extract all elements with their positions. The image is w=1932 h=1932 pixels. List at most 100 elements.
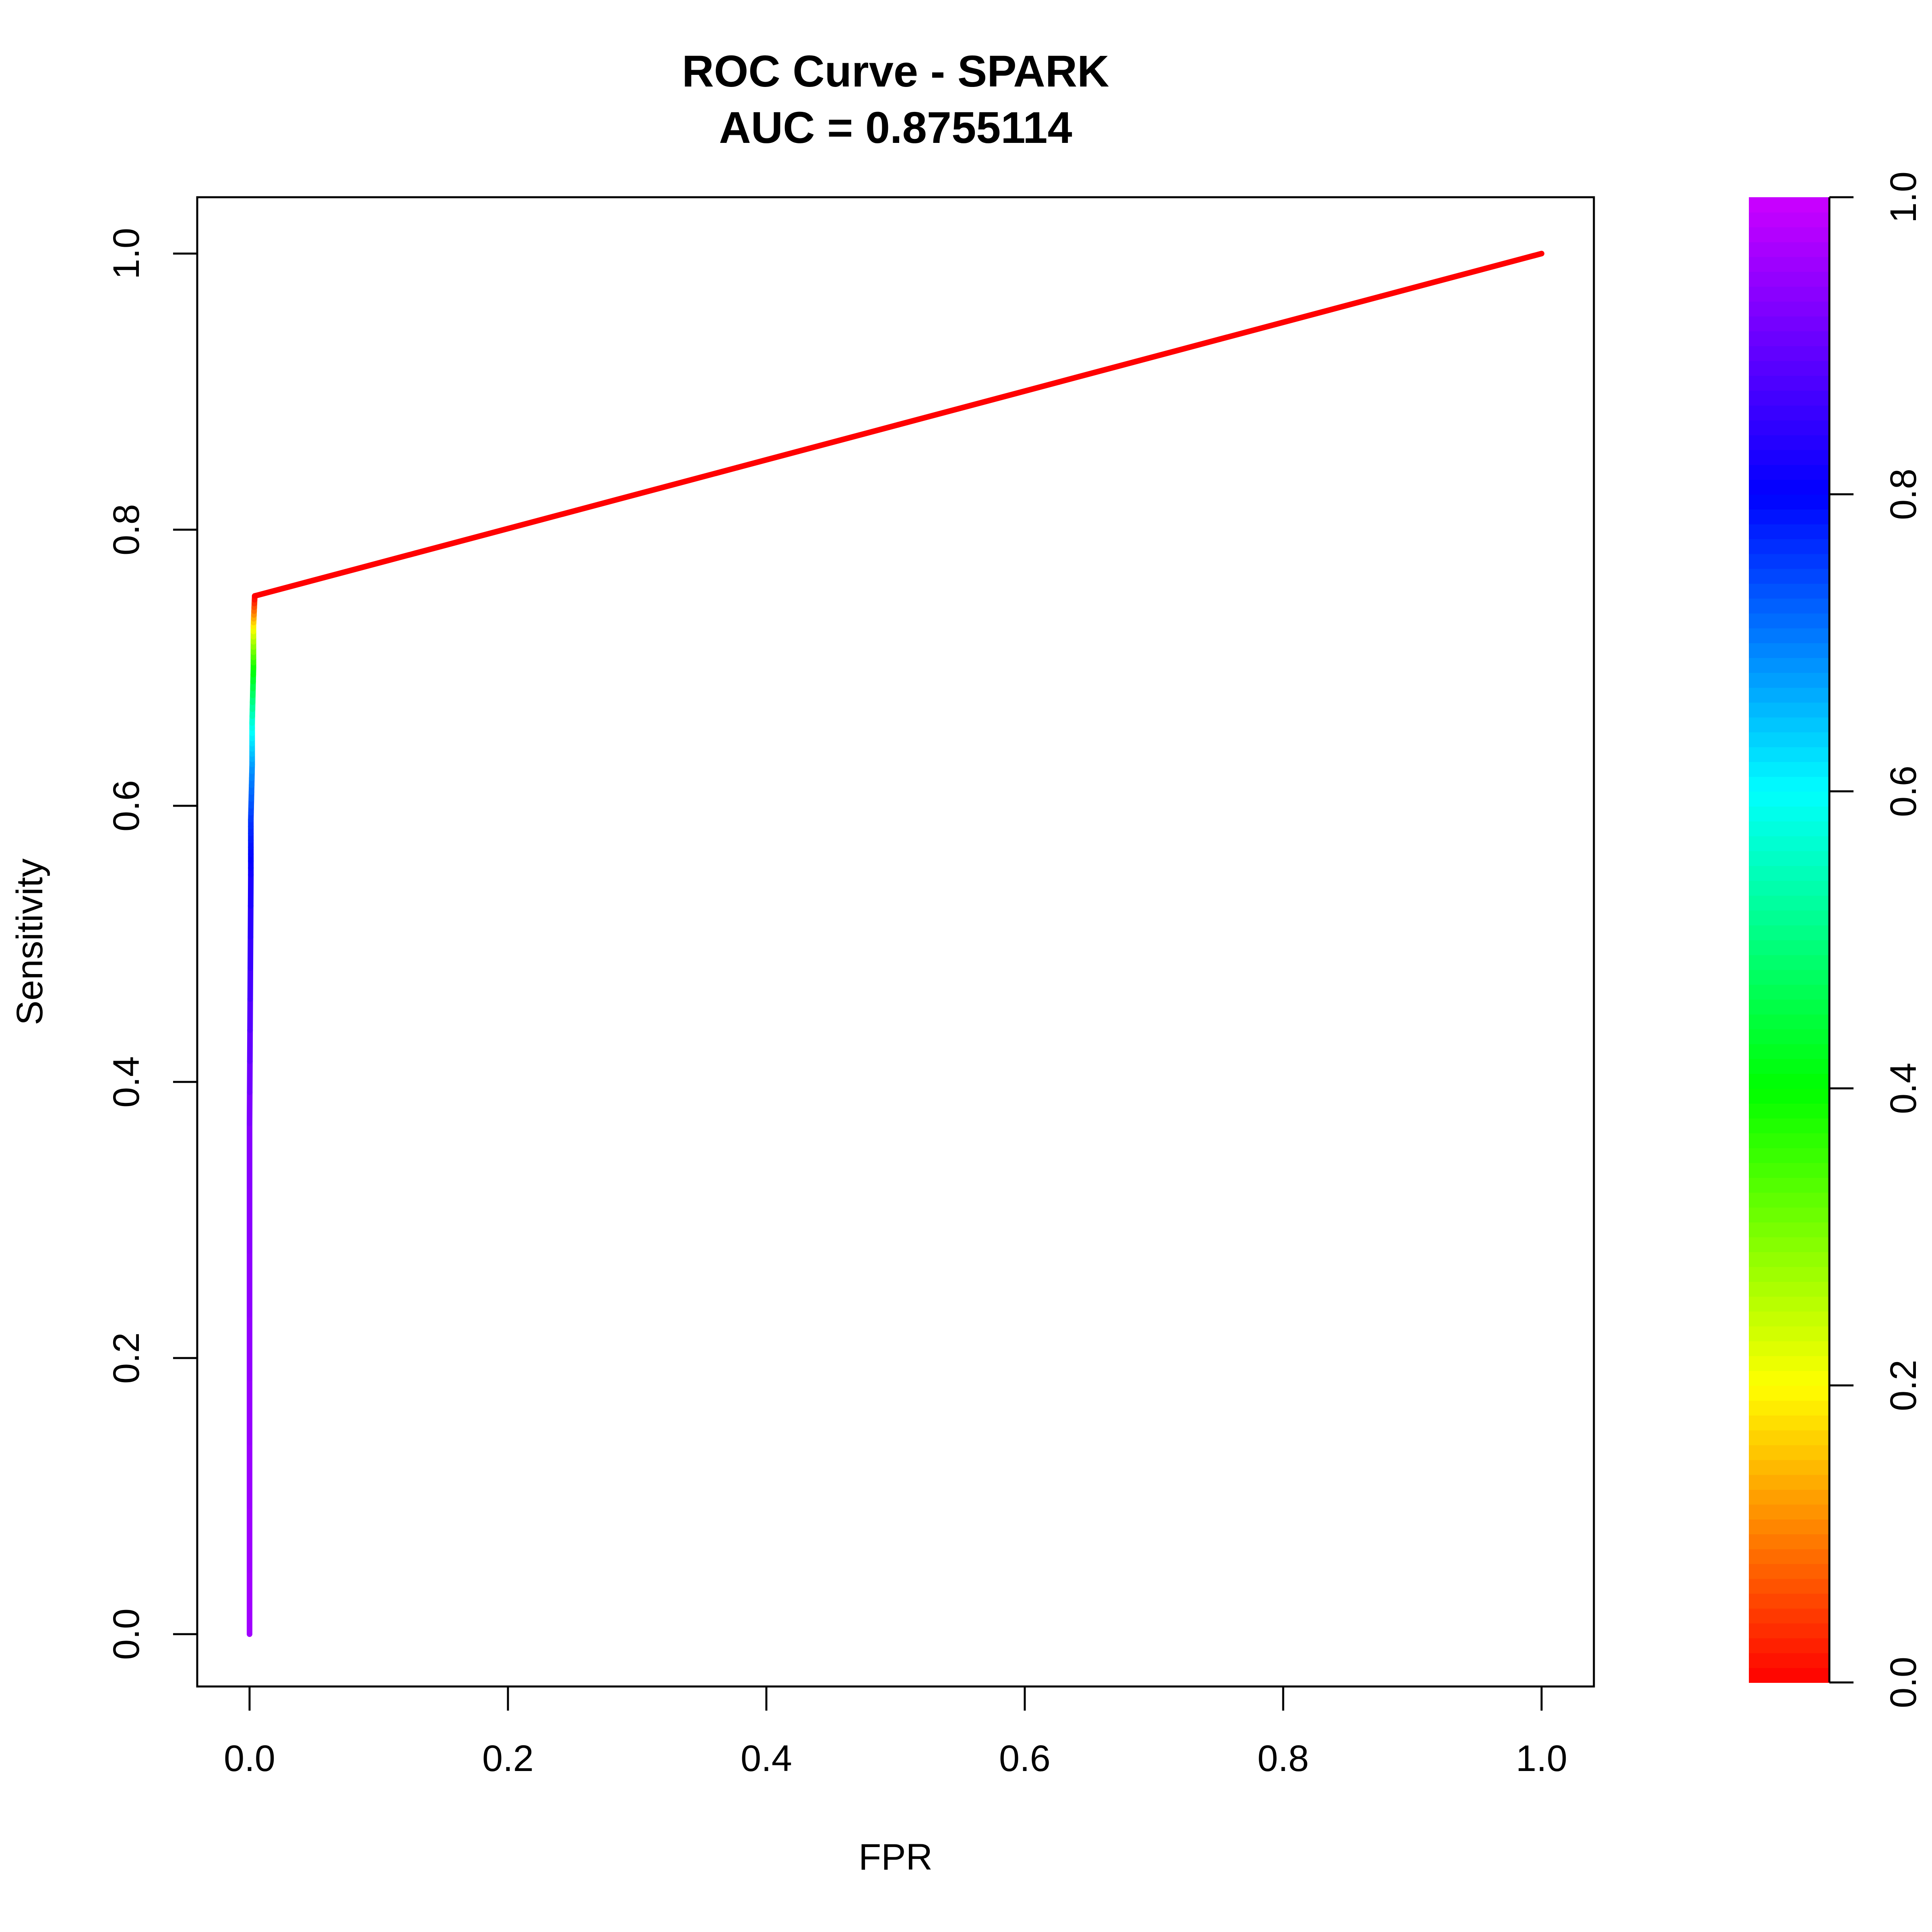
colorbar-band [1749, 776, 1829, 792]
colorbar-band [1749, 331, 1829, 346]
colorbar-band [1749, 286, 1829, 302]
colorbar-band [1749, 880, 1829, 896]
colorbar-band [1749, 390, 1829, 406]
colorbar-band [1749, 925, 1829, 940]
colorbar-band [1749, 1192, 1829, 1208]
roc-curve-segment [1056, 336, 1223, 385]
colorbar-band [1749, 242, 1829, 257]
colorbar-band [1749, 301, 1829, 317]
colorbar-band [1749, 1623, 1829, 1639]
roc-curve-segment [252, 550, 419, 599]
colorbar-band [1749, 1430, 1829, 1445]
colorbar-band [1749, 1281, 1829, 1297]
colorbar-band [1749, 1356, 1829, 1371]
colorbar-band [1749, 1578, 1829, 1594]
colorbar-band [1749, 1341, 1829, 1356]
colorbar-band [1749, 954, 1829, 970]
colorbar-band [1749, 984, 1829, 1000]
colorbar-band [1749, 717, 1829, 733]
colorbar-tick-label: 0.6 [1883, 766, 1924, 817]
colorbar-band [1749, 1103, 1829, 1119]
colorbar-band [1749, 1474, 1829, 1490]
colorbar-band [1749, 910, 1829, 926]
colorbar-band [1749, 1222, 1829, 1237]
colorbar-band [1749, 969, 1829, 985]
roc-curve-segment [574, 464, 740, 513]
colorbar-band [1749, 227, 1829, 242]
colorbar [1749, 197, 1829, 1683]
y-tick-label: 0.4 [106, 1056, 147, 1108]
y-tick-label: 0.2 [106, 1332, 147, 1384]
colorbar-band [1749, 643, 1829, 658]
colorbar-band [1749, 702, 1829, 718]
colorbar-band [1749, 479, 1829, 495]
colorbar-band [1749, 1504, 1829, 1520]
colorbar-tick-label: 0.8 [1883, 469, 1924, 520]
x-axis: 0.0 0.2 0.4 0.6 0.8 1.0 [224, 1685, 1567, 1779]
colorbar-band [1749, 672, 1829, 688]
colorbar-band [1749, 1668, 1829, 1683]
colorbar-band [1749, 895, 1829, 911]
colorbar-band [1749, 762, 1829, 777]
x-tick-label: 0.4 [741, 1738, 792, 1779]
colorbar-band [1749, 1445, 1829, 1460]
colorbar-band [1749, 1073, 1829, 1089]
colorbar-band [1749, 271, 1829, 287]
colorbar-band [1749, 1118, 1829, 1133]
colorbar-band [1749, 1177, 1829, 1193]
colorbar-band [1749, 435, 1829, 450]
colorbar-band [1749, 405, 1829, 421]
colorbar-band [1749, 1237, 1829, 1252]
colorbar-band [1749, 1148, 1829, 1163]
colorbar-band [1749, 1088, 1829, 1104]
roc-curve [247, 251, 1544, 1637]
colorbar-band [1749, 732, 1829, 747]
colorbar-band [1749, 850, 1829, 866]
colorbar-band [1749, 1593, 1829, 1609]
y-tick-label: 0.8 [106, 504, 147, 555]
colorbar-band [1749, 509, 1829, 524]
roc-curve-segment [1378, 251, 1544, 299]
colorbar-band [1749, 999, 1829, 1015]
colorbar-band [1749, 1638, 1829, 1653]
colorbar-band [1749, 1059, 1829, 1074]
colorbar-band [1749, 494, 1829, 510]
y-axis-label: Sensitivity [9, 859, 50, 1025]
roc-curve-segment [734, 422, 901, 471]
y-tick-label: 0.0 [106, 1608, 147, 1660]
colorbar-band [1749, 865, 1829, 881]
colorbar-band [1749, 450, 1829, 465]
colorbar-band [1749, 1162, 1829, 1178]
colorbar-band [1749, 524, 1829, 539]
colorbar-band [1749, 1385, 1829, 1401]
colorbar-axis: 0.0 0.2 0.4 0.6 0.8 1.0 [1828, 171, 1924, 1708]
colorbar-band [1749, 1563, 1829, 1579]
colorbar-band [1749, 360, 1829, 376]
colorbar-band [1749, 1548, 1829, 1564]
colorbar-band [1749, 598, 1829, 614]
colorbar-tick-label: 0.0 [1883, 1657, 1924, 1708]
colorbar-band [1749, 657, 1829, 673]
colorbar-band [1749, 583, 1829, 599]
colorbar-band [1749, 821, 1829, 836]
colorbar-band [1749, 1251, 1829, 1267]
colorbar-band [1749, 1489, 1829, 1505]
colorbar-band [1749, 1266, 1829, 1282]
colorbar-band [1749, 1326, 1829, 1342]
colorbar-band [1749, 346, 1829, 361]
y-tick-label: 1.0 [106, 228, 147, 279]
colorbar-band [1749, 1311, 1829, 1327]
chart-title: ROC Curve - SPARK [682, 47, 1109, 96]
colorbar-band [1749, 1029, 1829, 1044]
colorbar-band [1749, 1653, 1829, 1668]
colorbar-band [1749, 316, 1829, 332]
colorbar-tick-label: 0.4 [1883, 1063, 1924, 1114]
x-axis-label: FPR [859, 1837, 933, 1878]
y-tick-label: 0.6 [106, 780, 147, 832]
colorbar-band [1749, 940, 1829, 955]
colorbar-band [1749, 1014, 1829, 1030]
colorbar-band [1749, 1459, 1829, 1475]
colorbar-band [1749, 212, 1829, 227]
plot-frame [196, 196, 1595, 1688]
